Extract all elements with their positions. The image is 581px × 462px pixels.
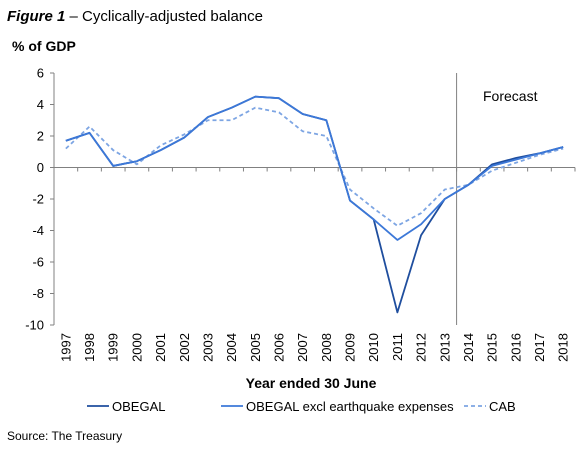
x-tick-label: 2016: [508, 333, 523, 362]
x-tick-label: 2008: [319, 333, 334, 362]
x-tick-label: 1999: [106, 333, 121, 362]
x-tick-label: 1998: [82, 333, 97, 362]
x-tick-label: 2006: [271, 333, 286, 362]
series-lines: [65, 95, 564, 314]
legend-label: OBEGAL excl earthquake expenses: [246, 399, 454, 414]
figure-title: Figure 1 – Cyclically-adjusted balance: [7, 8, 263, 25]
y-tick-label: -8: [32, 286, 44, 301]
y-tick-label: 0: [37, 160, 44, 175]
x-tick-label: 2015: [485, 333, 500, 362]
y-tick-label: -2: [32, 192, 44, 207]
x-tick-label: 2010: [366, 333, 381, 362]
series-line-1: [65, 95, 564, 241]
x-tick-label: 2017: [532, 333, 547, 362]
source-note: Source: The Treasury: [7, 429, 123, 443]
x-tick-label: 2004: [224, 333, 239, 362]
y-tick-label: -6: [32, 255, 44, 270]
x-tick-label: 2009: [343, 333, 358, 362]
x-tick-label: 2002: [177, 333, 192, 362]
figure-label: Figure 1: [7, 8, 66, 25]
y-axis-label: % of GDP: [12, 38, 76, 54]
y-tick-label: 2: [37, 129, 44, 144]
y-tick-label: -4: [32, 223, 44, 238]
y-tick-label: 4: [37, 97, 44, 112]
figure-title-text: Cyclically-adjusted balance: [82, 8, 263, 25]
legend-label: CAB: [489, 399, 516, 414]
axes: 6 4 2 0 -2 -4 -6 -8 -10 1997 1998 1999 2000 2001 2002 2…: [25, 66, 576, 362]
x-tick-label: 2013: [437, 333, 452, 362]
x-tick-label: 2011: [390, 333, 405, 361]
x-tick-label: 2018: [556, 333, 571, 362]
x-tick-label: 2007: [295, 333, 310, 362]
x-axis-label: Year ended 30 June: [246, 375, 377, 391]
x-tick-label: 2012: [414, 333, 429, 362]
x-tick-label: 1997: [58, 333, 73, 362]
x-tick-label: 2003: [200, 333, 215, 362]
y-tick-label: 6: [37, 66, 44, 81]
legend: OBEGAL OBEGAL excl earthquake expenses CAB: [87, 399, 516, 414]
legend-label: OBEGAL: [112, 399, 165, 414]
x-tick-label: 2014: [461, 333, 476, 362]
forecast-annotation: Forecast: [483, 88, 538, 104]
series-line-0: [65, 95, 564, 314]
figure-title-separator: –: [65, 8, 83, 25]
x-tick-label: 2005: [248, 333, 263, 362]
x-tick-label: 2000: [129, 333, 144, 362]
x-tick-label: 2001: [153, 333, 168, 362]
y-tick-label: -10: [25, 318, 44, 333]
